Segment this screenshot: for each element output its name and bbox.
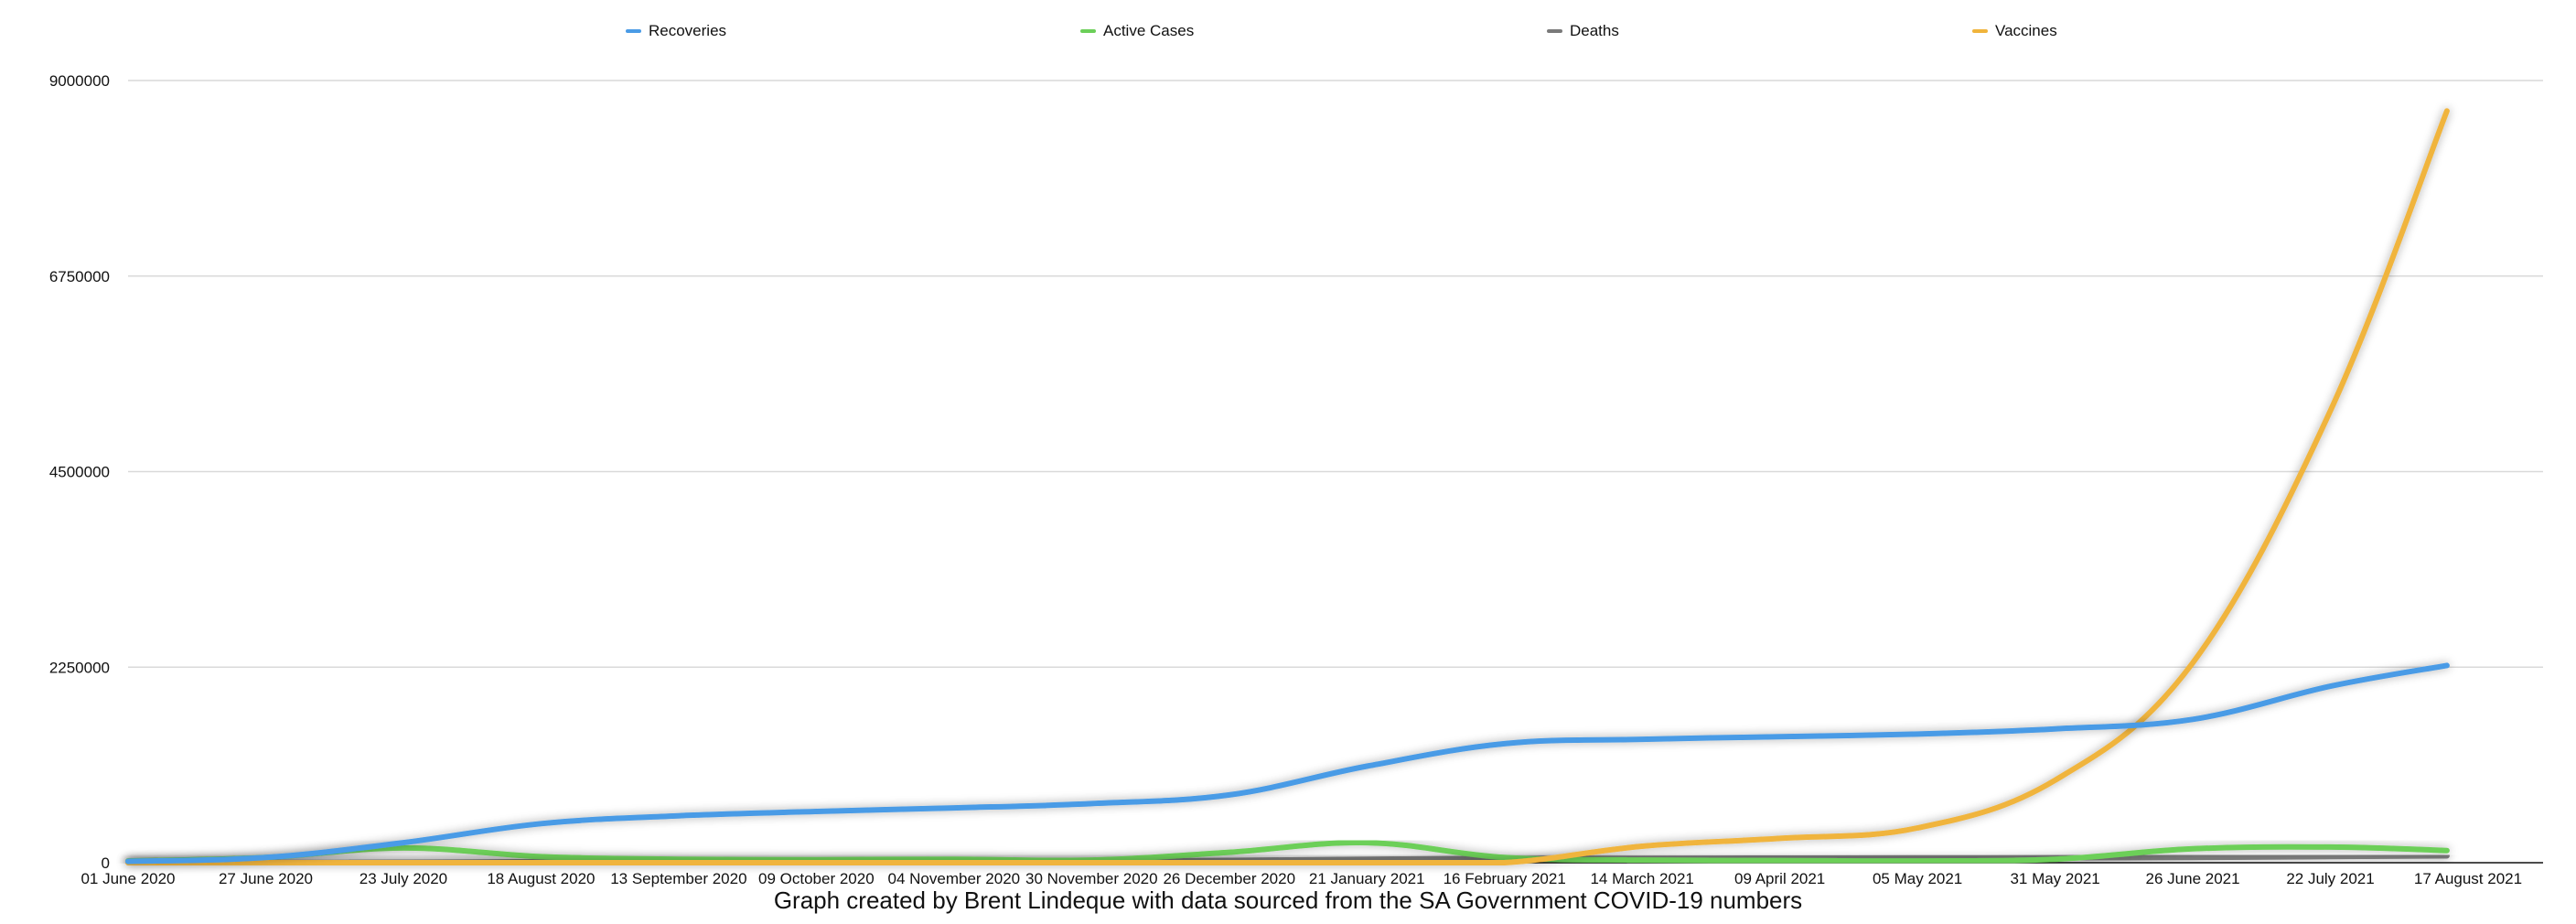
legend-label-active-cases: Active Cases: [1103, 22, 1195, 39]
x-axis-ticks: 01 June 2020 27 June 2020 23 July 2020 18 A…: [80, 870, 2522, 887]
y-tick-label: 9000000: [49, 72, 110, 90]
legend-label-recoveries: Recoveries: [649, 22, 727, 39]
x-tick-label: 26 June 2021: [2146, 870, 2240, 887]
x-tick-label: 01 June 2020: [80, 870, 175, 887]
y-axis-ticks: 0 2250000 4500000 6750000 9000000: [49, 72, 110, 872]
legend-item-vaccines: Vaccines: [1972, 22, 2057, 40]
chart-caption: Graph created by Brent Lindeque with dat…: [773, 886, 1803, 914]
y-tick-label: 6750000: [49, 268, 110, 285]
x-tick-label: 13 September 2020: [610, 870, 746, 887]
legend-label-vaccines: Vaccines: [1995, 22, 2057, 39]
series-line-recoveries: [125, 662, 2450, 865]
x-tick-label: 16 February 2021: [1444, 870, 1566, 887]
legend-label-deaths: Deaths: [1570, 22, 1619, 39]
legend-swatch-recoveries: [626, 29, 641, 33]
legend-item-active-cases: Active Cases: [1080, 22, 1194, 40]
legend-item-deaths: Deaths: [1547, 22, 1619, 40]
series-line-active-cases: [125, 840, 2450, 865]
legend-swatch-deaths: [1547, 29, 1562, 33]
grid-lines: [128, 80, 2543, 668]
x-tick-label: 14 March 2021: [1590, 870, 1693, 887]
legend-item-recoveries: Recoveries: [626, 22, 726, 40]
x-tick-label: 05 May 2021: [1873, 870, 1962, 887]
x-tick-label: 31 May 2021: [2010, 870, 2099, 887]
legend: Recoveries Active Cases Deaths Vaccines: [0, 22, 2576, 44]
x-tick-label: 17 August 2021: [2414, 870, 2522, 887]
x-tick-label: 04 November 2020: [888, 870, 1021, 887]
x-tick-label: 18 August 2020: [487, 870, 595, 887]
x-tick-label: 23 July 2020: [360, 870, 447, 887]
x-tick-label: 09 April 2021: [1734, 870, 1825, 887]
x-tick-label: 09 October 2020: [758, 870, 875, 887]
series-lines: [125, 108, 2450, 866]
y-tick-label: 4500000: [49, 464, 110, 481]
series-line-vaccines: [125, 108, 2450, 866]
y-tick-label: 0: [102, 854, 110, 872]
x-tick-label: 26 December 2020: [1163, 870, 1295, 887]
legend-swatch-vaccines: [1972, 29, 1988, 33]
x-tick-label: 27 June 2020: [219, 870, 313, 887]
y-tick-label: 2250000: [49, 659, 110, 676]
x-tick-label: 30 November 2020: [1025, 870, 1158, 887]
x-tick-label: 22 July 2021: [2286, 870, 2374, 887]
legend-swatch-active-cases: [1080, 29, 1096, 33]
x-tick-label: 21 January 2021: [1309, 870, 1425, 887]
